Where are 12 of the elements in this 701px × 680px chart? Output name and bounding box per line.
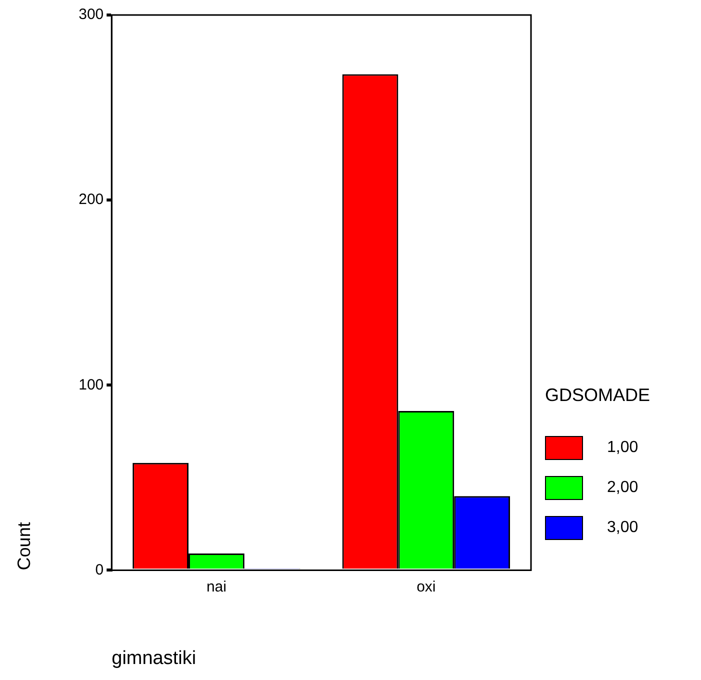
legend-label: 1,00 <box>607 439 638 457</box>
y-tick-label: 0 <box>95 561 104 578</box>
x-tick-label: oxi <box>416 578 436 596</box>
y-tick-label: 200 <box>78 191 104 208</box>
legend-label: 3,00 <box>607 519 638 537</box>
legend-title: GDSOMADE <box>545 385 650 406</box>
y-tick-label: 100 <box>78 376 104 394</box>
y-tick-label: 300 <box>78 6 104 24</box>
legend-label: 2,00 <box>607 479 638 497</box>
x-tick-label: nai <box>206 578 226 596</box>
y-axis-title: Count <box>14 522 34 570</box>
x-axis-title: gimnastiki <box>112 648 196 669</box>
